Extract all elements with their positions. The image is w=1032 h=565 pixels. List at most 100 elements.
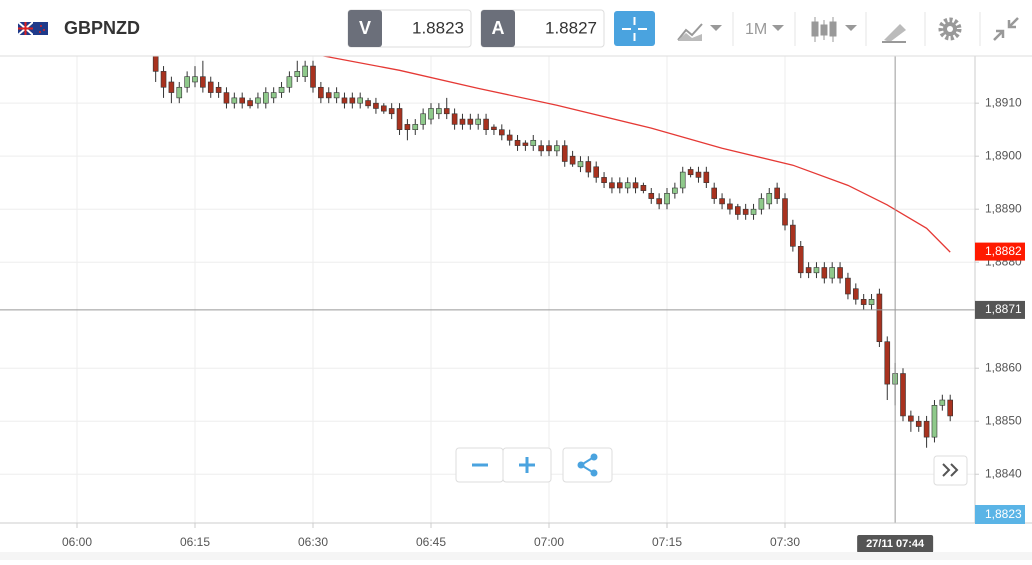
candle-body (475, 118, 482, 125)
candle-body (561, 145, 568, 162)
candle-body (774, 187, 780, 199)
candle-body (829, 267, 836, 279)
candle-body (695, 171, 702, 178)
draw-button[interactable] (882, 24, 906, 43)
candle-body (868, 299, 875, 305)
candle-body (624, 182, 631, 189)
candle-body (333, 92, 340, 99)
candle-body (687, 169, 694, 176)
candle-body (719, 198, 725, 205)
candle-body (428, 108, 434, 120)
candle-body (908, 415, 914, 422)
candle-body (640, 185, 647, 191)
candle-body (467, 118, 474, 125)
crosshair-button[interactable] (614, 11, 655, 46)
candle-body (325, 92, 332, 99)
candle-body (310, 65, 316, 88)
candle-body (530, 139, 537, 146)
candle-body (766, 192, 773, 205)
candle-body (915, 420, 922, 427)
buy-button[interactable]: A 1.8827 (480, 9, 605, 48)
zoom-in-button[interactable] (502, 447, 552, 483)
candle-body (939, 399, 946, 406)
sell-button[interactable]: V 1.8823 (347, 9, 472, 48)
candle-body (498, 129, 505, 136)
candle-body (278, 86, 285, 93)
candle-body (845, 277, 851, 295)
candle-body (790, 224, 796, 247)
timeframe-button[interactable]: 1M (745, 21, 784, 38)
candle-body (192, 76, 198, 83)
x-tick-label: 06:00 (62, 535, 92, 549)
candle-body (947, 399, 954, 417)
footer-strip (0, 552, 1032, 560)
candle-body (522, 142, 529, 146)
y-tick-label: 1,8840 (985, 466, 1022, 480)
candle-body (797, 245, 804, 274)
candle-body (805, 267, 812, 274)
sell-label: V (359, 18, 371, 38)
flag (17, 21, 48, 36)
candle-body (632, 182, 639, 189)
candle-body (727, 203, 733, 210)
x-tick-label: 06:15 (180, 535, 210, 549)
candle-body (609, 182, 615, 189)
candle-body (420, 113, 426, 125)
candle-body (451, 113, 458, 125)
collapse-button[interactable] (993, 17, 1019, 41)
candle-body (679, 171, 686, 189)
x-tick-label: 06:30 (298, 535, 328, 549)
candle-body (860, 299, 867, 305)
candle-body (601, 177, 607, 183)
candle-body (876, 293, 883, 343)
y-axis: 1,88401,88501,88601,88801,88901,89001,89… (975, 95, 1025, 480)
x-tick-label: 07:15 (652, 535, 682, 549)
candle-body (215, 86, 222, 93)
candle-body (931, 405, 938, 438)
x-tick-label: 07:00 (534, 535, 564, 549)
candle-body (813, 267, 820, 274)
crosshair-price-label: 1,8871 (985, 302, 1022, 316)
x-tick-label: 06:45 (416, 535, 446, 549)
crosshair-price-tag (975, 300, 1025, 319)
candle-body (231, 97, 238, 104)
candle-body (616, 182, 623, 189)
candle-body (152, 55, 159, 72)
candle-body (554, 145, 560, 152)
candle-body (884, 341, 891, 385)
candle-body (852, 288, 859, 300)
candle-body (758, 198, 765, 210)
candles (152, 50, 954, 448)
candle-body (200, 76, 206, 88)
timeframe: 1M (745, 21, 767, 38)
candle-body (491, 126, 497, 130)
moving-average-line (320, 54, 951, 253)
settings-button[interactable] (938, 17, 962, 41)
candle-body (459, 118, 466, 125)
candle-style-button[interactable] (811, 17, 857, 42)
price-tag (975, 242, 1025, 261)
scroll-latest-button[interactable] (933, 455, 968, 486)
y-tick-label: 1,8850 (985, 413, 1022, 427)
candle-body (648, 192, 655, 199)
share-button[interactable] (562, 447, 613, 483)
y-tick-label: 1,8860 (985, 360, 1022, 374)
candle-body (357, 97, 364, 104)
sell-price: 1.8823 (412, 18, 464, 37)
candle-body (388, 108, 395, 115)
buy-label: A (492, 18, 505, 38)
x-tick-label: 07:30 (770, 535, 800, 549)
y-tick-label: 1,8890 (985, 201, 1022, 215)
candle-body (900, 373, 906, 417)
candle-body (318, 86, 324, 99)
candle-body (380, 105, 387, 112)
candle-body (821, 267, 828, 279)
candle-body (341, 97, 348, 104)
candle-body (270, 92, 277, 99)
candle-body (577, 161, 584, 168)
candle-body (742, 208, 749, 215)
zoom-out-button[interactable] (455, 447, 504, 483)
chart-type-button[interactable] (677, 23, 722, 41)
candle-body (923, 420, 930, 438)
candle-body (294, 71, 301, 77)
